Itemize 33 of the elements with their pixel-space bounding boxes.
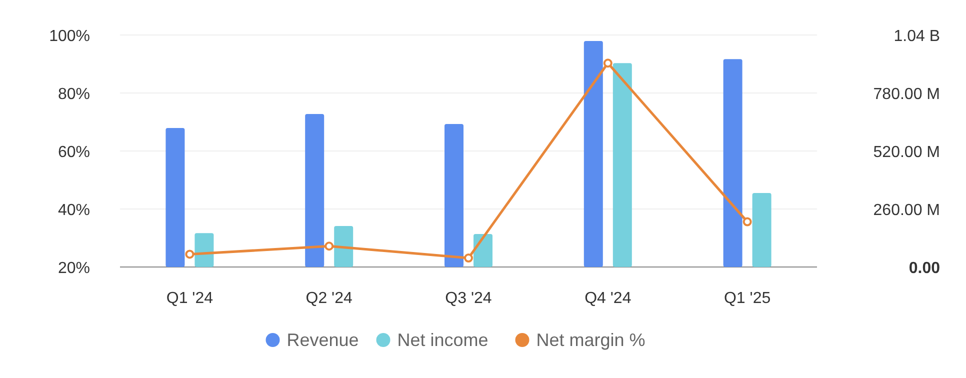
y2-tick-label: 0.00 bbox=[908, 260, 940, 277]
y-tick-label: 80% bbox=[58, 86, 90, 103]
y2-tick-label: 260.00 M bbox=[873, 202, 940, 219]
y2-tick-label: 780.00 M bbox=[873, 86, 940, 103]
bar bbox=[752, 192, 772, 267]
x-tick-label: Q1 '25 bbox=[724, 290, 771, 307]
x-tick-label: Q3 '24 bbox=[445, 290, 492, 307]
point bbox=[603, 58, 612, 68]
bar bbox=[474, 234, 492, 267]
bar bbox=[334, 226, 354, 267]
y2-tick-label: 1.04 B bbox=[894, 28, 940, 45]
y-tick-label: 20% bbox=[58, 260, 90, 277]
y-tick-label: 60% bbox=[58, 144, 90, 161]
bar bbox=[584, 41, 603, 267]
x-tick-label: Q2 '24 bbox=[306, 290, 353, 307]
legend-label: Net income bbox=[397, 330, 488, 350]
bar bbox=[444, 124, 464, 267]
legend-label: Net margin % bbox=[536, 330, 646, 350]
x-tick-label: Q1 '24 bbox=[166, 290, 214, 307]
bar bbox=[305, 114, 324, 267]
point bbox=[324, 242, 334, 251]
bar bbox=[194, 233, 214, 267]
point bbox=[185, 250, 194, 259]
point bbox=[742, 217, 752, 226]
y2-tick-label: 520.00 M bbox=[873, 144, 940, 161]
x-tick-label: Q4 '24 bbox=[584, 290, 632, 307]
y-tick-label: 100% bbox=[49, 28, 90, 45]
bar bbox=[166, 128, 185, 267]
legend-label: Revenue bbox=[286, 330, 359, 350]
point bbox=[464, 254, 473, 263]
bar bbox=[723, 59, 742, 267]
bar bbox=[612, 63, 632, 267]
y-tick-label: 40% bbox=[58, 202, 90, 219]
